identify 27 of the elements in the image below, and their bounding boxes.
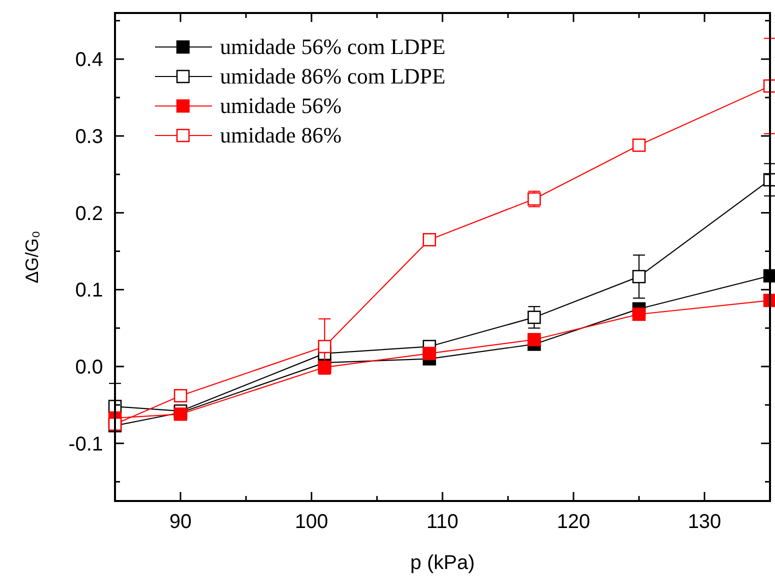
legend-label: umidade 86% [220, 122, 342, 148]
point [528, 332, 541, 346]
x-tick-label: 120 [556, 511, 590, 533]
point [422, 233, 436, 246]
y-tick-label: 0.3 [75, 126, 103, 148]
point [528, 310, 541, 324]
x-tick-label: 130 [688, 511, 722, 533]
x-tick-label: 110 [426, 511, 458, 533]
y-tick-label: -0.1 [68, 433, 103, 456]
point [318, 340, 332, 354]
y-tick-label: 0.4 [75, 49, 103, 72]
legend-label: umidade 56% com LDPE [220, 34, 446, 59]
point [174, 389, 188, 402]
point [318, 360, 332, 374]
y-tick-label: 0.1 [75, 280, 103, 302]
y-axis-title: ΔG/G₀ [22, 230, 42, 284]
point [422, 346, 436, 360]
x-axis-title: p (kPa) [410, 552, 475, 574]
y-tick-label: 0.0 [75, 356, 103, 379]
legend-label: umidade 56% [220, 93, 342, 118]
x-tick-label: 100 [294, 511, 328, 533]
point [632, 138, 646, 152]
x-tick-label: 90 [169, 511, 192, 533]
legend-label: umidade 86% com LDPE [220, 64, 446, 88]
y-tick-label: 0.2 [75, 202, 103, 225]
point [632, 270, 646, 284]
point [632, 308, 646, 321]
